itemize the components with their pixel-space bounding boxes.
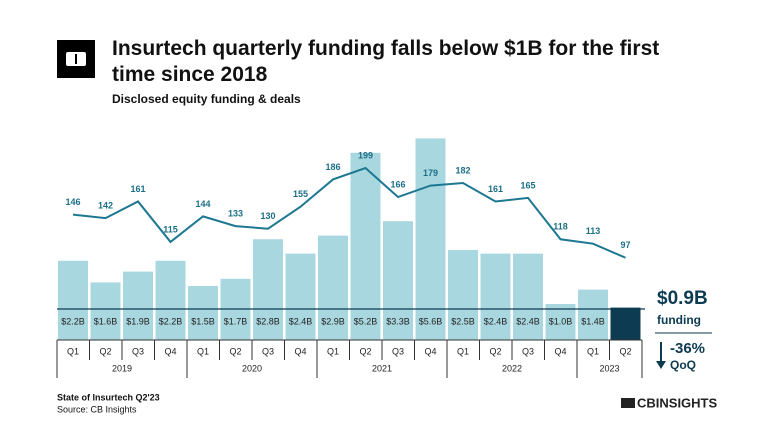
bar [513,253,543,340]
bar [350,152,381,340]
bar [285,253,316,340]
bar [58,260,88,340]
line-label: 186 [325,162,340,172]
bar [383,221,413,340]
bar-label: $2.8B [256,316,280,326]
line-label: 179 [423,168,438,178]
bar [415,138,446,340]
group-label: 2022 [502,363,522,373]
line [72,166,626,259]
bar [253,239,283,340]
line-label: 146 [65,197,80,207]
x-tick-label: Q3 [132,346,144,356]
line-label: 130 [260,211,275,221]
bar-label: $1.5B [191,316,215,326]
line-label: 142 [98,201,113,211]
x-tick-label: Q4 [554,346,566,356]
x-tick-label: Q3 [522,346,534,356]
group-label: 2021 [372,363,392,373]
x-tick-label: Q2 [619,346,631,356]
x-tick-label: Q2 [99,346,111,356]
brand: CBINSIGHTS [637,395,718,410]
annotation-label: funding [657,313,701,327]
line-label: 113 [586,226,601,236]
bar [545,304,576,340]
bar-label: $1.0B [549,316,573,326]
bar [188,286,218,340]
x-tick-label: Q1 [67,346,79,356]
bar-label: $1.6B [94,316,118,326]
annotation-change: -36% [670,340,705,357]
x-tick-label: Q4 [424,346,436,356]
bar-label: $2.5B [451,316,475,326]
group-label: 2020 [242,363,262,373]
brand-mark [621,398,635,408]
footer-source: Source: CB Insights [57,404,137,414]
line-label: 115 [163,224,178,234]
line-label: 182 [455,165,470,175]
chart-subtitle: Disclosed equity funding & deals [112,92,301,106]
bar-label: $5.2B [354,316,378,326]
line-label: 161 [130,184,145,194]
bar [155,260,186,340]
bar-label: $2.4B [484,316,508,326]
x-tick-label: Q4 [164,346,176,356]
bar-label: $2.2B [159,316,183,326]
bar-label: $5.6B [419,316,443,326]
bar [90,282,121,340]
bar-label: $2.4B [516,316,540,326]
bar [318,235,348,340]
bar-label: $1.4B [581,316,605,326]
footer-report: State of Insurtech Q2'23 [57,392,160,402]
arrow-head [656,361,666,369]
line-label: 144 [195,199,210,209]
bar [610,307,641,340]
bar [448,250,478,340]
bar [480,253,511,340]
x-tick-label: Q2 [489,346,501,356]
x-tick-label: Q3 [262,346,274,356]
x-tick-label: Q1 [327,346,339,356]
line-label: 166 [390,179,405,189]
group-label: 2019 [112,363,132,373]
bar [578,289,608,340]
x-tick-label: Q4 [294,346,306,356]
x-tick-label: Q3 [392,346,404,356]
x-tick-label: Q1 [587,346,599,356]
line-label: 133 [228,208,243,218]
x-tick-label: Q1 [197,346,209,356]
bar-label: $3.3B [386,316,410,326]
line-label: 165 [520,180,535,190]
annotation-change-label: QoQ [670,358,696,372]
bar [123,271,153,340]
group-label: 2023 [599,363,619,373]
chart-title: Insurtech quarterly funding falls below … [112,37,659,86]
x-tick-label: Q1 [457,346,469,356]
bar-label: $2.9B [321,316,345,326]
line-label: 118 [553,222,568,232]
bar-label: $2.4B [289,316,313,326]
line-label: 155 [293,189,308,199]
bar-label: $1.7B [224,316,248,326]
bar-label: $1.9B [126,316,150,326]
line-label: 97 [620,240,630,250]
line-label: 161 [488,184,503,194]
x-tick-label: Q2 [229,346,241,356]
bar-label: $2.2B [61,316,85,326]
annotation-value: $0.9B [657,288,708,309]
logo-mark [75,54,77,64]
x-tick-label: Q2 [359,346,371,356]
line-label: 199 [358,150,373,160]
